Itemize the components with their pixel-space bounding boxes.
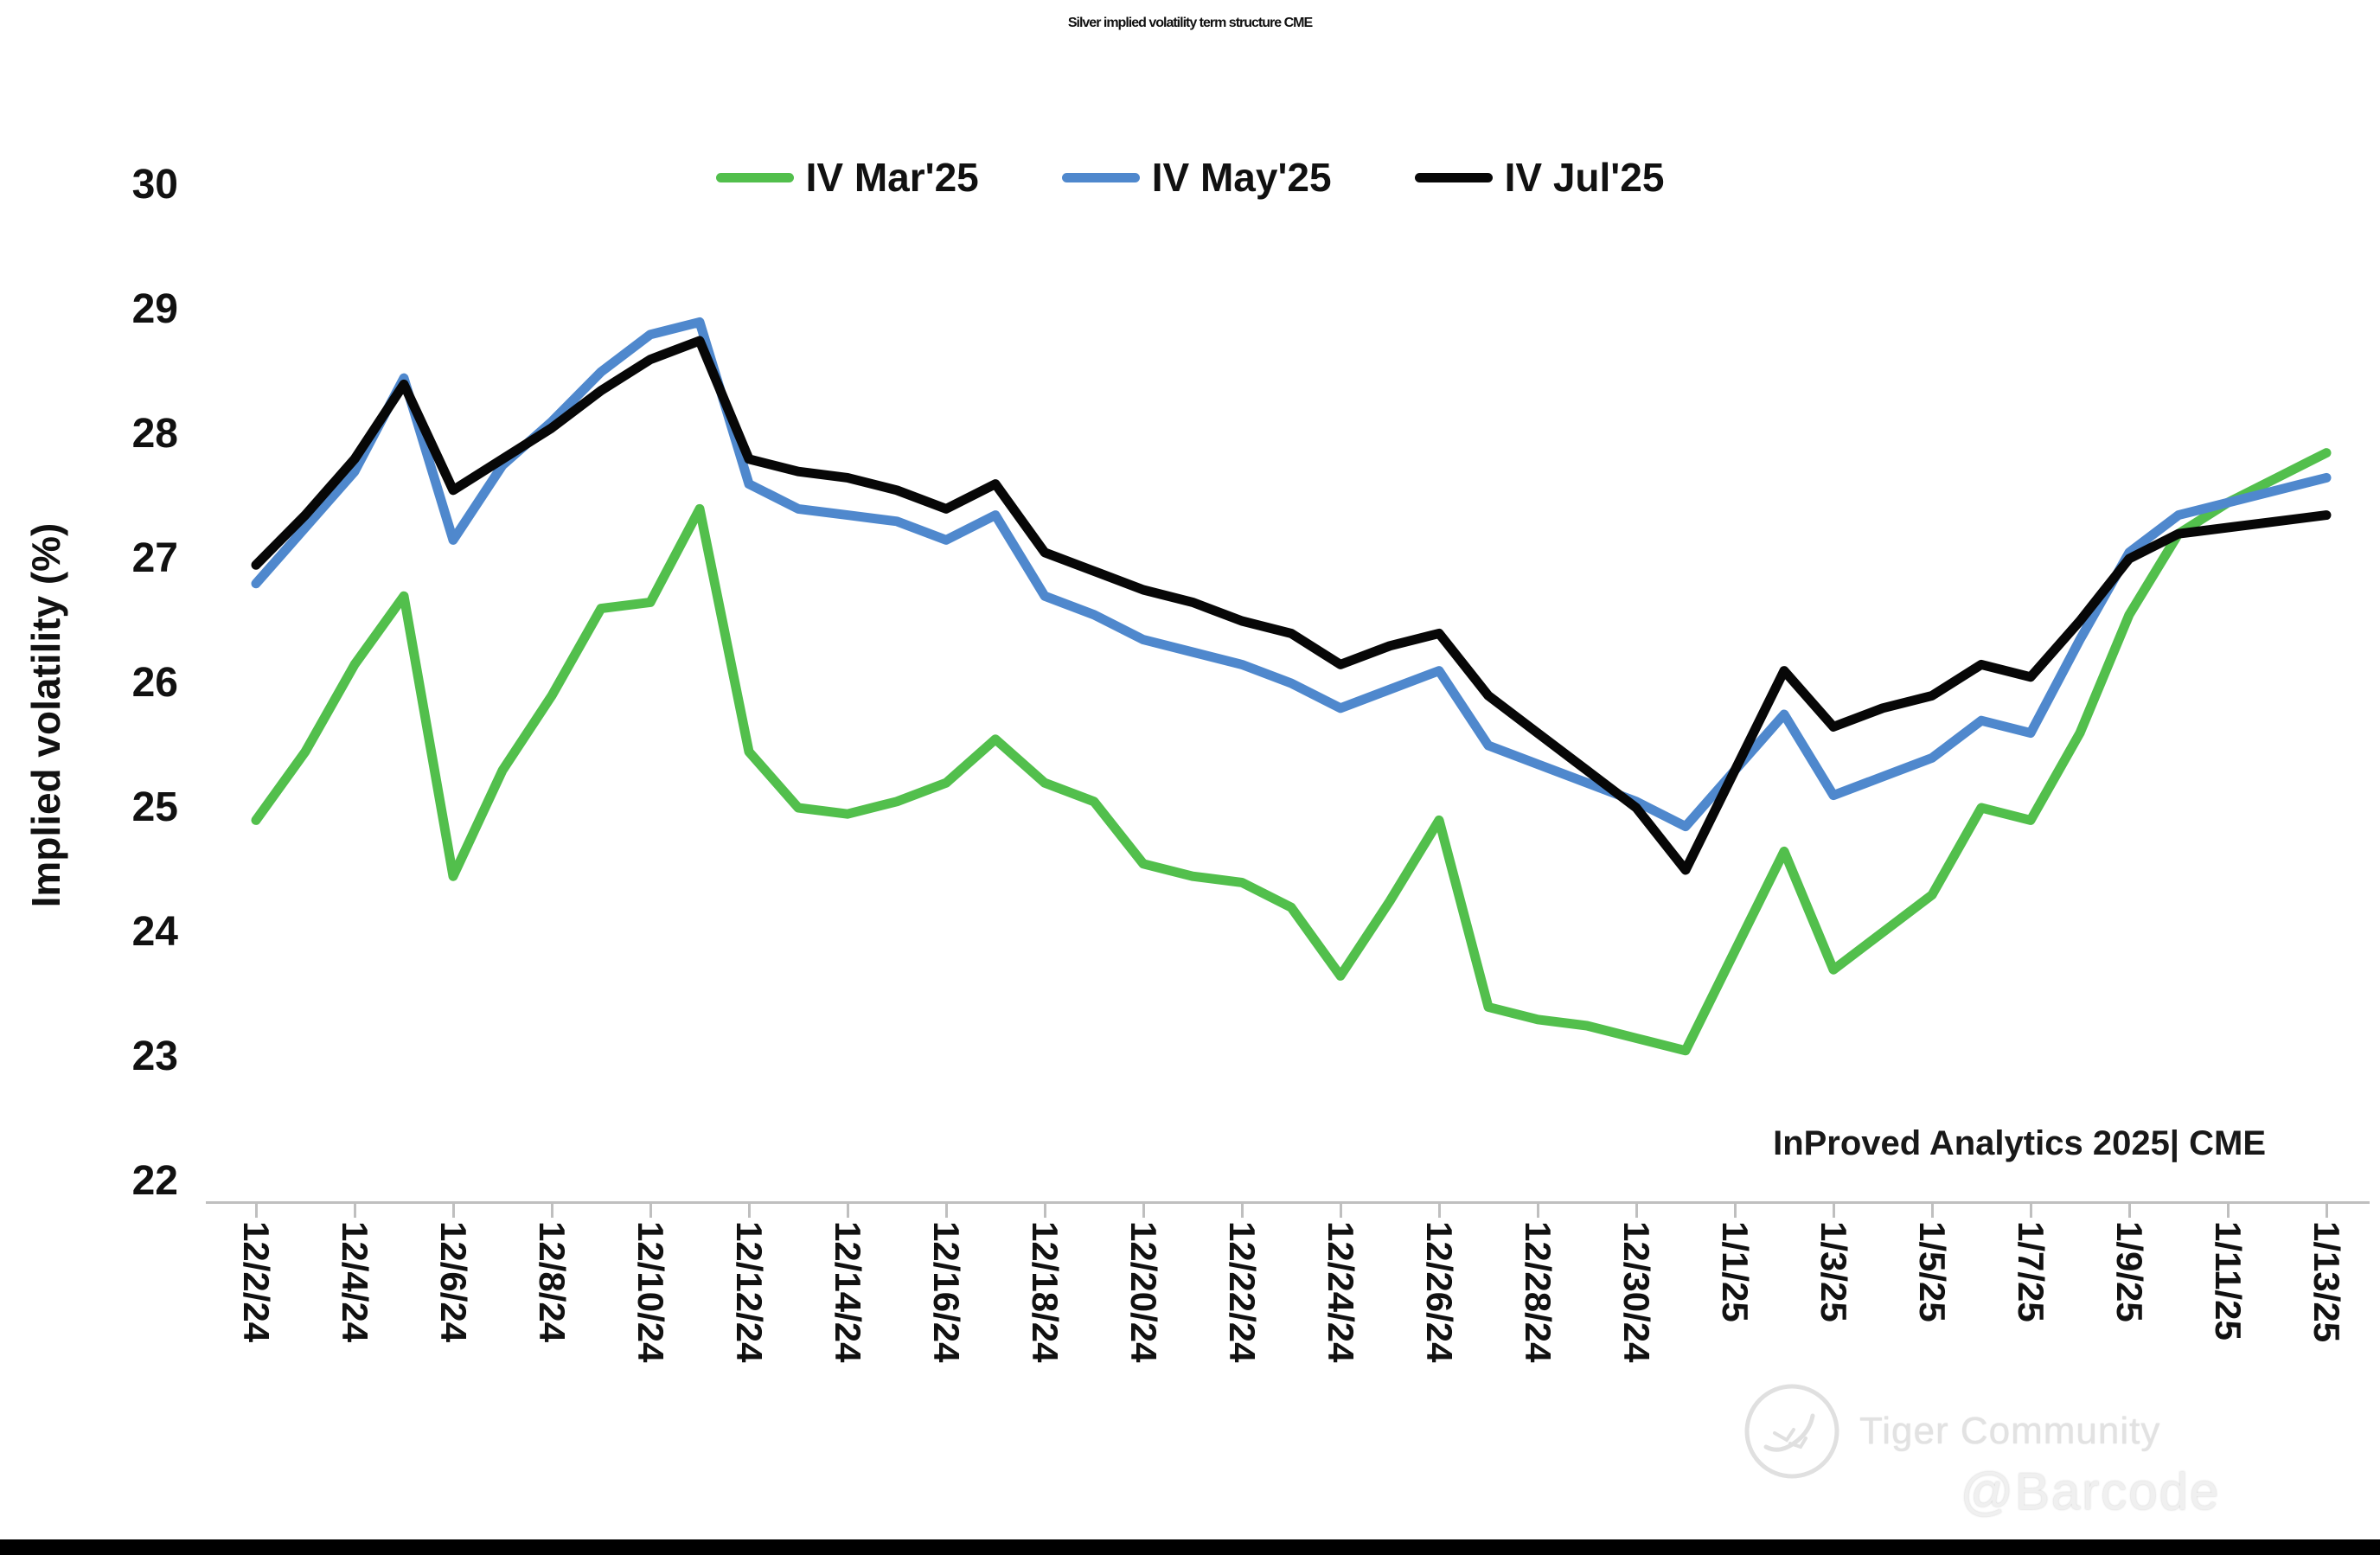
x-axis-tick	[353, 1204, 356, 1218]
bottom-bar	[0, 1539, 2380, 1555]
legend-label: IV Mar'25	[805, 155, 979, 200]
x-axis-tick	[1832, 1204, 1835, 1218]
x-axis-tick	[1733, 1204, 1737, 1218]
attribution-text: InProved Analytics 2025| CME	[1773, 1124, 2266, 1162]
x-axis-tick	[2226, 1204, 2230, 1218]
watermark: Tiger Community @Barcode	[1740, 1379, 2363, 1544]
legend: IV Mar'25 IV May'25 IV Jul'25	[0, 154, 2380, 201]
x-axis-tick	[1142, 1204, 1145, 1218]
x-axis-tick	[944, 1204, 948, 1218]
y-axis-tick-label: 27	[131, 535, 178, 581]
legend-line-green-icon	[715, 172, 794, 182]
watermark-handle-text: @Barcode	[1961, 1462, 2221, 1520]
legend-item-iv-jul25: IV Jul'25	[1414, 154, 1665, 201]
y-axis-tick-label: 28	[131, 411, 178, 457]
y-axis-tick-label: 23	[131, 1033, 178, 1079]
y-axis-tick-label: 30	[131, 162, 178, 208]
x-axis-tick	[1930, 1204, 1934, 1218]
x-axis-tick	[254, 1204, 258, 1218]
y-axis-tick-label: 24	[131, 909, 178, 955]
y-axis-tick-label: 26	[131, 660, 178, 706]
legend-item-iv-may25: IV May'25	[1061, 154, 1332, 201]
watermark-community-text: Tiger Community	[1859, 1410, 2161, 1452]
legend-line-blue-icon	[1061, 172, 1140, 182]
x-axis-tick	[1437, 1204, 1441, 1218]
x-axis-tick	[846, 1204, 849, 1218]
x-axis-tick	[1536, 1204, 1539, 1218]
x-axis-tick	[2127, 1204, 2131, 1218]
y-axis-tick-label: 25	[131, 784, 178, 830]
x-axis-tick	[1240, 1204, 1244, 1218]
chart-title: Silver implied volatility term structure…	[1067, 16, 1313, 30]
x-axis-tick	[2029, 1204, 2032, 1218]
line-series-iv-jul-25	[251, 336, 2332, 875]
x-axis-tick	[2325, 1204, 2328, 1218]
x-axis-tick	[1339, 1204, 1342, 1218]
x-axis-tick	[1635, 1204, 1638, 1218]
x-axis-tick	[747, 1204, 751, 1218]
legend-line-black-icon	[1414, 172, 1493, 182]
x-axis-line	[206, 1201, 2370, 1204]
x-axis-tick	[550, 1204, 553, 1218]
line-series-iv-may-25	[251, 317, 2332, 832]
legend-label: IV Jul'25	[1504, 155, 1665, 200]
legend-item-iv-mar25: IV Mar'25	[715, 154, 979, 201]
tiger-community-logo-icon	[1744, 1384, 1839, 1479]
x-axis-tick	[649, 1204, 652, 1218]
x-axis-tick	[451, 1204, 455, 1218]
y-axis-tick-label: 29	[131, 286, 178, 332]
legend-label: IV May'25	[1151, 155, 1332, 200]
line-series-iv-mar-25	[251, 448, 2332, 1056]
y-axis-tick-label: 22	[131, 1158, 178, 1204]
x-axis-tick	[1043, 1204, 1046, 1218]
